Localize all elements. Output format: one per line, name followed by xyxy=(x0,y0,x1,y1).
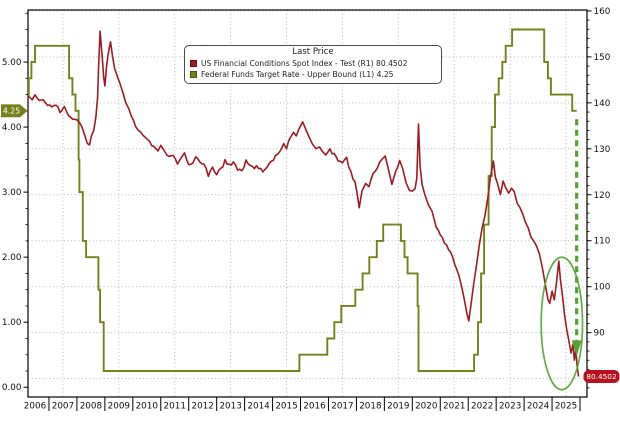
x-axis-year-label: 2010 xyxy=(136,402,159,412)
legend-entry-fed-funds: Federal Funds Target Rate - Upper Bound … xyxy=(190,69,436,80)
x-axis-year-label: 2025 xyxy=(555,402,577,412)
left-axis-label: 0.00 xyxy=(2,383,22,393)
right-axis-label: 150 xyxy=(594,53,611,63)
down-arrow-head-icon xyxy=(571,340,582,357)
left-axis-label: 5.00 xyxy=(2,58,22,68)
legend-entry-label: US Financial Conditions Spot Index - Tes… xyxy=(201,59,408,68)
left-axis-value-badge xyxy=(1,104,28,118)
right-axis-label: 160 xyxy=(594,7,611,17)
financial-conditions-line xyxy=(27,30,580,377)
chart-legend: Last Price US Financial Conditions Spot … xyxy=(184,45,442,84)
x-axis-year-label: 2008 xyxy=(80,402,102,412)
left-axis-badge-text: 4.25 xyxy=(3,107,20,116)
x-axis-year-label: 2015 xyxy=(275,402,297,412)
x-axis-year-label: 2019 xyxy=(387,402,409,412)
x-axis-year-label: 2011 xyxy=(164,402,186,412)
red-series-swatch-icon xyxy=(190,60,197,67)
x-axis-year-label: 2007 xyxy=(52,402,74,412)
left-axis-label: 4.00 xyxy=(2,123,22,133)
green-series-swatch-icon xyxy=(190,71,197,78)
right-axis-label: 110 xyxy=(594,237,611,247)
x-axis-year-label: 2021 xyxy=(443,402,465,412)
right-axis-value-badge xyxy=(583,370,620,384)
plot-frame xyxy=(27,9,588,398)
x-axis-year-label: 2009 xyxy=(108,402,130,412)
right-axis-label: 120 xyxy=(594,191,611,201)
legend-entry-financial-conditions: US Financial Conditions Spot Index - Tes… xyxy=(190,58,436,69)
legend-title: Last Price xyxy=(292,47,334,57)
left-axis-label: 3.00 xyxy=(2,188,22,198)
x-axis-year-label: 2006 xyxy=(24,402,47,412)
x-axis-year-label: 2024 xyxy=(527,402,550,412)
x-axis-year-label: 2012 xyxy=(191,402,213,412)
x-axis-year-label: 2020 xyxy=(415,402,438,412)
left-axis-label: 1.00 xyxy=(2,318,22,328)
x-axis-year-label: 2022 xyxy=(471,402,493,412)
legend-entry-label: Federal Funds Target Rate - Upper Bound … xyxy=(201,70,394,79)
fed-funds-line xyxy=(27,28,577,372)
x-axis-year-label: 2014 xyxy=(247,402,270,412)
left-axis-label: 2.00 xyxy=(2,253,22,263)
right-axis-label: 100 xyxy=(594,283,611,293)
x-axis-year-label: 2023 xyxy=(499,402,521,412)
x-axis-year-label: 2016 xyxy=(303,402,326,412)
x-axis-year-label: 2018 xyxy=(359,402,381,412)
right-axis-label: 140 xyxy=(594,99,611,109)
x-axis-year-label: 2013 xyxy=(219,402,241,412)
right-axis-label: 130 xyxy=(594,145,611,155)
right-axis-label: 90 xyxy=(594,329,606,339)
x-axis-year-label: 2017 xyxy=(331,402,353,412)
right-axis-badge-text: 80.4502 xyxy=(586,372,616,381)
highlight-ellipse-annotation xyxy=(540,256,584,391)
